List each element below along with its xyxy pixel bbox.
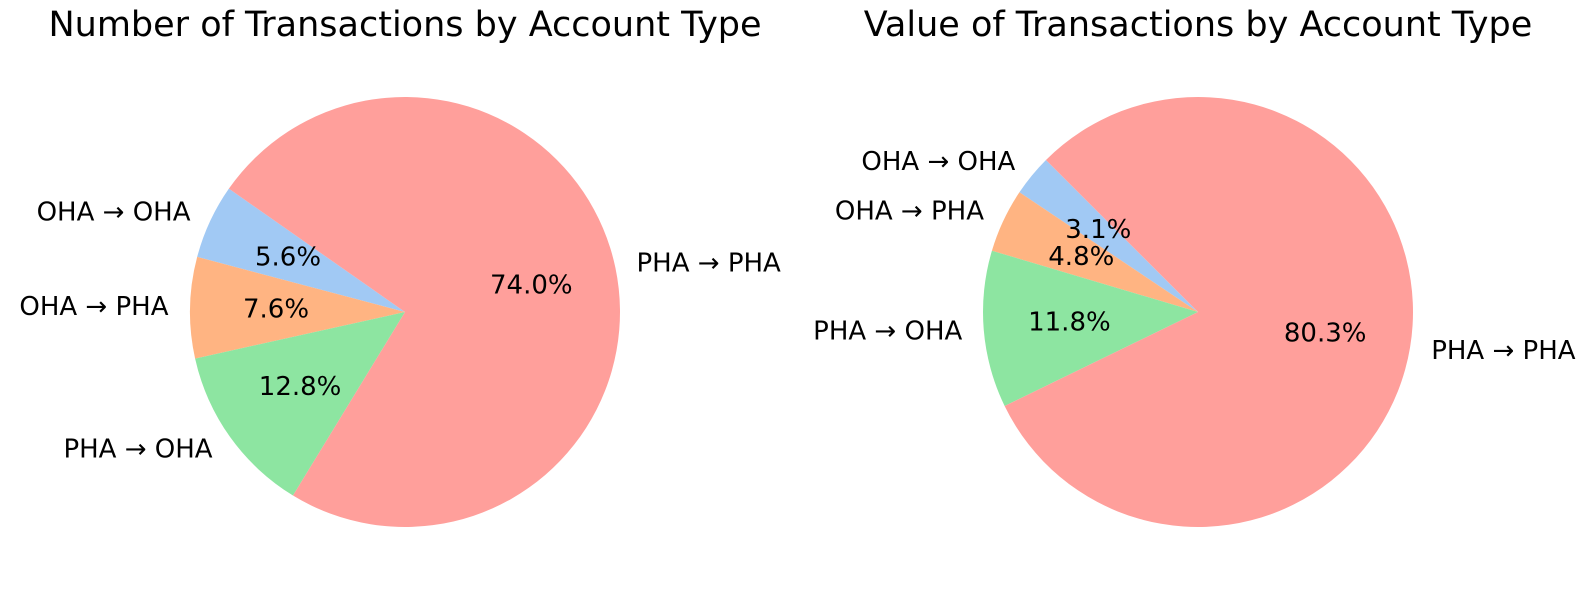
pie-slice-pha-pha bbox=[1004, 96, 1414, 527]
pie-chart-transaction-value: Value of Transactions by Account Type OHA… bbox=[813, 5, 1576, 527]
chart-title: Value of Transactions by Account Type bbox=[864, 5, 1533, 45]
slice-label-pha-oha: PHA → OHA bbox=[63, 435, 212, 465]
pie-slice-oha-pha bbox=[991, 192, 1198, 312]
slice-percent-oha-oha: 3.1% bbox=[1065, 215, 1131, 245]
slice-labels: OHA → OHA 5.6% OHA → PHA 7.6% PHA → OHA 12.8%… bbox=[19, 197, 781, 464]
slice-percent-pha-pha: 80.3% bbox=[1284, 318, 1367, 348]
slice-percent-pha-pha: 74.0% bbox=[490, 271, 573, 301]
slice-label-oha-pha: OHA → PHA bbox=[19, 292, 168, 322]
pie-slice-pha-oha bbox=[195, 312, 405, 496]
slice-label-oha-pha: OHA → PHA bbox=[835, 196, 984, 226]
slice-label-pha-pha: PHA → PHA bbox=[637, 249, 782, 279]
pie-slice-oha-pha bbox=[189, 256, 405, 359]
slice-percent-oha-pha: 7.6% bbox=[243, 294, 309, 324]
slice-label-oha-oha: OHA → OHA bbox=[37, 197, 191, 227]
slice-label-pha-oha: PHA → OHA bbox=[813, 316, 962, 346]
pie-chart-transaction-count: Number of Transactions by Account Type OH… bbox=[19, 5, 781, 527]
slice-percent-oha-oha: 5.6% bbox=[255, 243, 321, 273]
slice-label-oha-oha: OHA → OHA bbox=[861, 147, 1015, 177]
chart-title: Number of Transactions by Account Type bbox=[48, 5, 761, 45]
pie-slice-pha-pha bbox=[228, 96, 620, 527]
pie-slice-pha-oha bbox=[983, 250, 1198, 406]
slice-percent-pha-oha: 12.8% bbox=[259, 372, 342, 402]
slice-percent-pha-oha: 11.8% bbox=[1028, 308, 1111, 338]
slice-label-pha-pha: PHA → PHA bbox=[1431, 336, 1576, 366]
slice-percent-oha-pha: 4.8% bbox=[1048, 242, 1114, 272]
pie-slice-oha-oha bbox=[197, 188, 405, 312]
pie-slice-oha-oha bbox=[1019, 159, 1198, 312]
slice-labels: OHA → OHA 3.1% OHA → PHA 4.8% PHA → OHA 11.8%… bbox=[813, 147, 1576, 366]
